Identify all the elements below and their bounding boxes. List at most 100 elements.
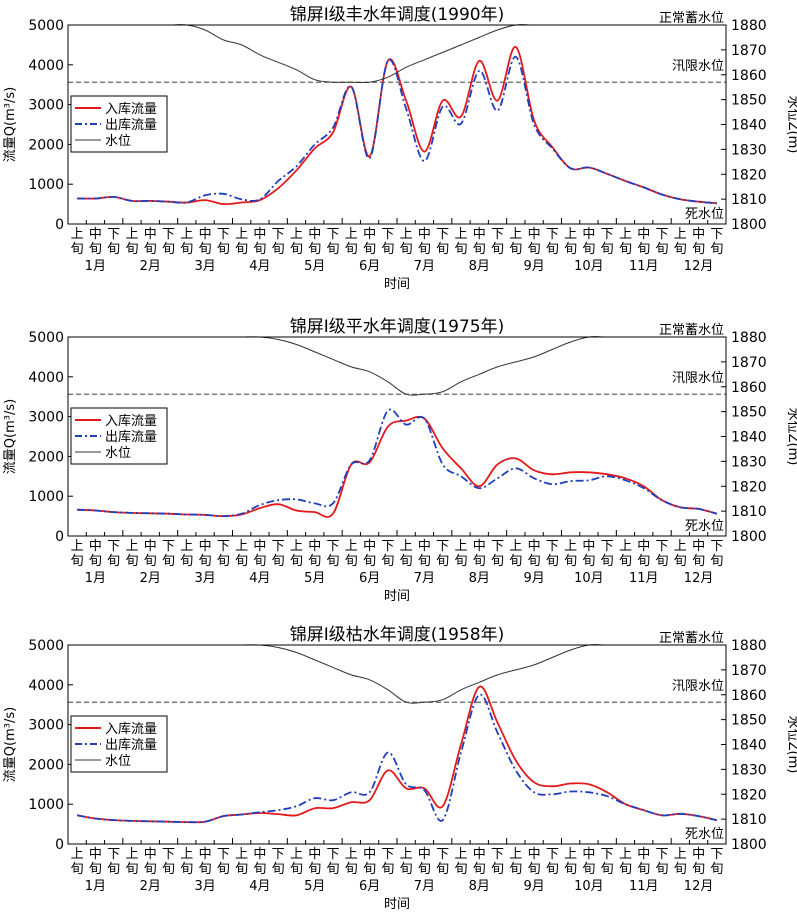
y-left-axis-label: 流量Q(m³/s) [3,707,18,782]
x-tick-label-dekad: 上 [509,227,522,242]
x-tick-label-dekad: 上 [345,539,358,554]
x-tick-label-dekad: 下 [217,539,230,554]
x-tick-label-xun: 旬 [363,554,376,569]
y-left-tick-label: 5000 [28,18,64,34]
legend-label: 水位 [105,134,131,149]
x-tick-label-dekad: 中 [253,227,266,242]
x-tick-label-xun: 旬 [162,242,175,257]
y-left-tick-label: 2000 [28,449,64,465]
y-left-tick-label: 2000 [28,137,64,153]
x-tick-label-xun: 旬 [125,554,138,569]
x-tick-label-dekad: 下 [381,847,394,862]
x-tick-label-dekad: 下 [656,539,669,554]
y-right-tick-label: 1860 [731,380,767,396]
x-tick-label-dekad: 下 [272,539,285,554]
x-tick-label-dekad: 下 [491,847,504,862]
x-tick-label-dekad: 中 [528,847,541,862]
x-tick-label-xun: 旬 [601,554,614,569]
x-tick-label-xun: 旬 [692,862,705,877]
x-tick-label-dekad: 下 [436,847,449,862]
x-tick-label-dekad: 下 [546,847,559,862]
series-line-outflow [76,693,718,824]
y-right-tick-label: 1810 [731,192,767,208]
x-tick-label-xun: 旬 [290,862,303,877]
x-tick-label-xun: 旬 [692,554,705,569]
x-tick-label-xun: 旬 [345,862,358,877]
x-tick-label-dekad: 上 [509,847,522,862]
x-tick-label-xun: 旬 [491,862,504,877]
x-tick-label-xun: 旬 [564,242,577,257]
x-tick-label-xun: 旬 [217,242,230,257]
x-tick-label-xun: 旬 [710,862,723,877]
x-tick-label-dekad: 上 [509,539,522,554]
x-tick-label-dekad: 下 [272,847,285,862]
x-tick-label-dekad: 中 [199,227,212,242]
x-tick-label-xun: 旬 [528,862,541,877]
x-tick-label-dekad: 中 [528,539,541,554]
x-tick-label-xun: 旬 [71,554,84,569]
y-right-axis-label: 水位Z(m) [785,96,797,154]
legend-label: 出库流量 [105,429,157,445]
x-tick-label-xun: 旬 [71,242,84,257]
x-tick-label-dekad: 中 [363,539,376,554]
x-tick-label-xun: 旬 [546,554,559,569]
x-tick-label-xun: 旬 [327,554,340,569]
x-tick-label-dekad: 上 [345,227,358,242]
x-tick-label-dekad: 下 [491,227,504,242]
x-tick-label-dekad: 上 [674,847,687,862]
x-tick-label-month: 8月 [469,879,490,894]
dead-level-label: 死水位 [685,519,724,534]
x-tick-label-xun: 旬 [253,242,266,257]
x-tick-label-dekad: 上 [619,227,632,242]
x-tick-label-dekad: 下 [436,539,449,554]
x-tick-label-xun: 旬 [162,554,175,569]
y-left-tick-label: 0 [55,837,64,853]
x-tick-label-xun: 旬 [546,862,559,877]
x-tick-label-dekad: 下 [546,227,559,242]
x-tick-label-dekad: 中 [418,539,431,554]
x-tick-label-xun: 旬 [290,554,303,569]
x-tick-label-dekad: 中 [637,539,650,554]
y-right-tick-label: 1830 [731,454,767,470]
x-tick-label-dekad: 中 [144,847,157,862]
y-right-tick-label: 1860 [731,688,767,704]
y-left-tick-label: 4000 [28,58,64,74]
x-tick-label-dekad: 中 [418,227,431,242]
x-tick-label-dekad: 上 [400,227,413,242]
x-tick-label-xun: 旬 [235,242,248,257]
x-tick-label-dekad: 中 [528,227,541,242]
x-tick-label-dekad: 上 [454,539,467,554]
x-tick-label-dekad: 上 [454,847,467,862]
x-tick-label-month: 12月 [684,879,714,894]
x-tick-label-xun: 旬 [656,862,669,877]
series-line-inflow [77,45,717,206]
x-tick-label-month: 12月 [684,571,714,586]
x-tick-label-xun: 旬 [180,242,193,257]
x-tick-label-xun: 旬 [235,862,248,877]
x-tick-label-month: 11月 [629,259,659,274]
y-right-tick-label: 1880 [731,638,767,654]
x-tick-label-dekad: 上 [71,227,84,242]
x-tick-label-dekad: 下 [327,227,340,242]
x-tick-label-xun: 旬 [400,862,413,877]
x-tick-label-dekad: 上 [400,539,413,554]
x-tick-label-dekad: 下 [272,227,285,242]
x-tick-label-dekad: 中 [89,539,102,554]
chart-title: 锦屏I级平水年调度(1975年) [290,317,505,337]
x-tick-label-xun: 旬 [144,862,157,877]
y-right-tick-label: 1850 [731,93,767,109]
y-right-tick-label: 1870 [731,663,767,679]
x-tick-label-dekad: 中 [637,847,650,862]
x-tick-label-dekad: 中 [473,539,486,554]
x-tick-label-xun: 旬 [162,862,175,877]
x-tick-label-dekad: 上 [125,847,138,862]
x-tick-label-xun: 旬 [235,554,248,569]
x-tick-label-xun: 旬 [308,862,321,877]
x-tick-label-dekad: 下 [327,539,340,554]
x-tick-label-xun: 旬 [454,242,467,257]
y-right-tick-label: 1810 [731,812,767,828]
y-left-axis-label: 流量Q(m³/s) [3,87,18,162]
